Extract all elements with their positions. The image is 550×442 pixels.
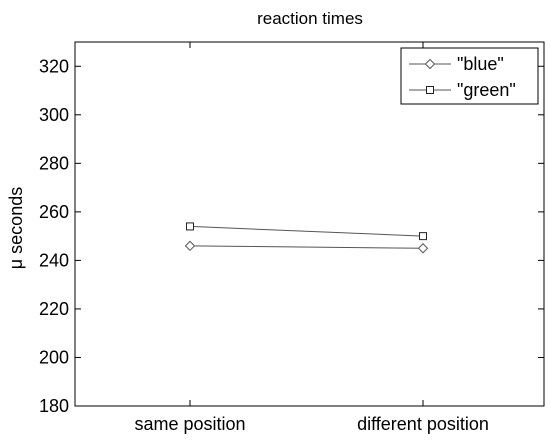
y-tick-label: 220 [39, 299, 69, 319]
y-tick-label: 200 [39, 347, 69, 367]
legend-label: "blue" [457, 54, 504, 74]
y-tick-label: 300 [39, 105, 69, 125]
data-point [417, 243, 429, 254]
data-point [419, 232, 427, 241]
series-0 [184, 240, 429, 254]
legend: "blue" "green" [400, 47, 539, 105]
data-point [186, 222, 194, 231]
series-line [189, 245, 424, 249]
legend-label: "green" [457, 80, 516, 100]
legend-box [400, 47, 539, 105]
axis-ticks: 180 200 220 240 260 280 300 320 same position dif… [39, 42, 544, 434]
y-tick-label: 240 [39, 250, 69, 270]
y-axis-label: μ seconds [6, 187, 26, 269]
y-tick-label: 260 [39, 202, 69, 222]
chart-title: reaction times [257, 9, 363, 28]
series-1 [186, 222, 427, 241]
y-tick-label: 180 [39, 396, 69, 416]
series-line [189, 225, 424, 237]
data-point [184, 240, 196, 252]
x-tick-label: different position [357, 414, 489, 434]
y-tick-label: 280 [39, 153, 69, 173]
legend-marker [426, 86, 434, 94]
legend-marker [424, 58, 436, 70]
y-tick-label: 320 [39, 56, 69, 76]
x-tick-label: same position [134, 414, 245, 434]
series-layer [184, 222, 429, 254]
